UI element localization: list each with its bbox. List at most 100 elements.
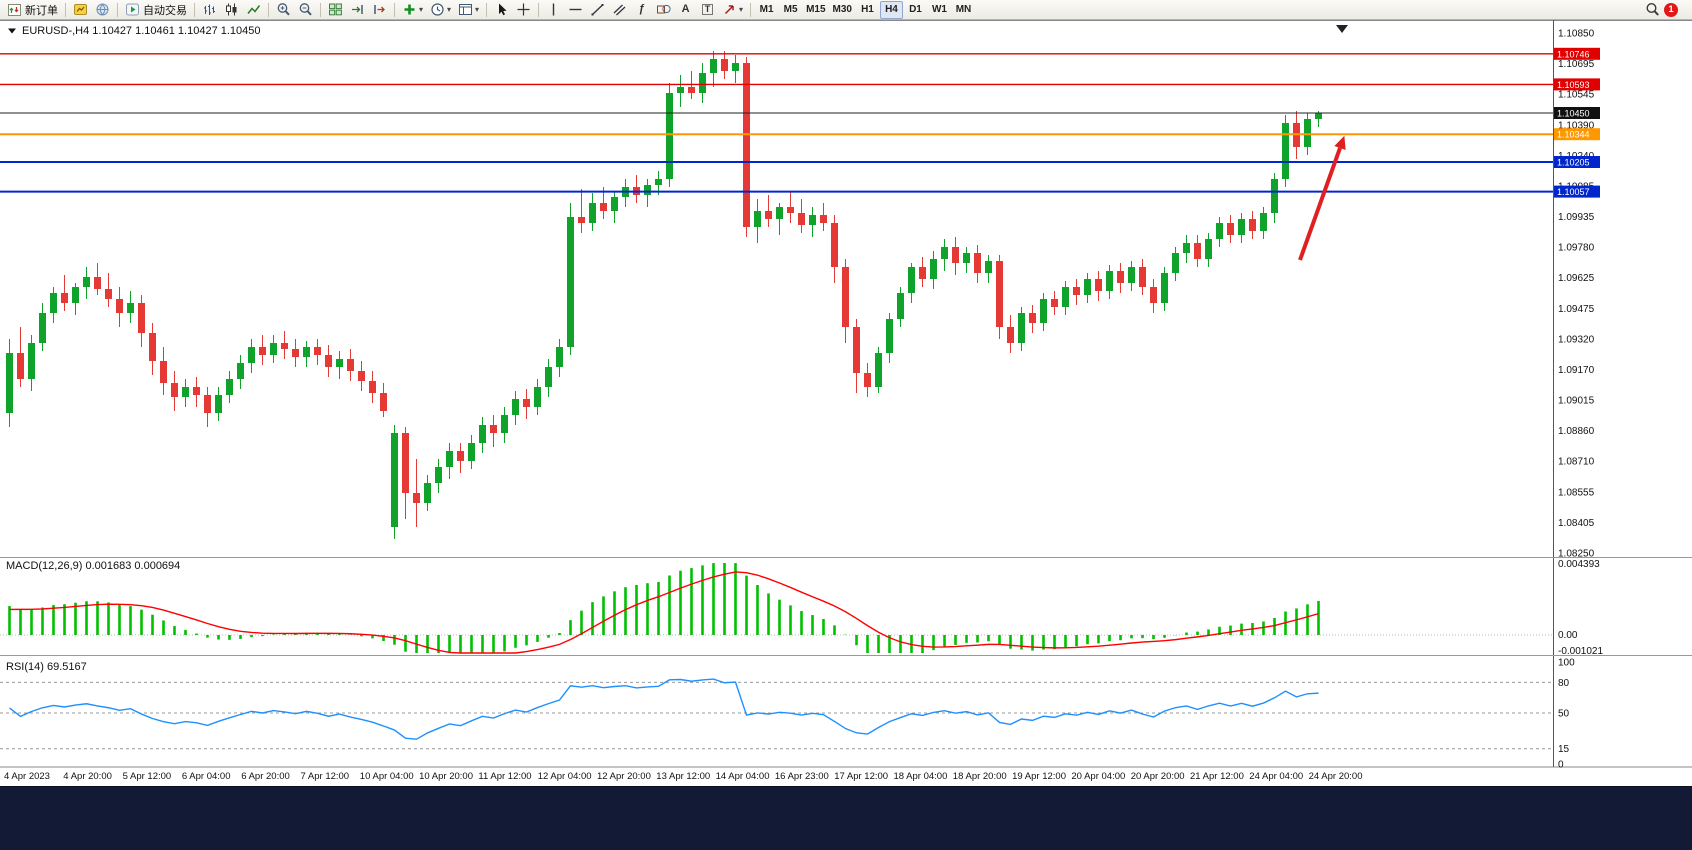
horizontal-line-tool-button[interactable] <box>565 1 586 19</box>
tile-windows-button[interactable] <box>325 1 346 19</box>
trend-arrow[interactable] <box>1298 135 1346 261</box>
trendline-tool-button[interactable] <box>587 1 608 19</box>
time-label: 17 Apr 12:00 <box>834 771 889 782</box>
horizontal-line-icon <box>569 8 582 11</box>
svg-text:1.10593: 1.10593 <box>1557 80 1590 90</box>
toolbar-separator <box>486 2 488 17</box>
timeframe-m30[interactable]: M30 <box>832 4 852 15</box>
svg-text:1.08250: 1.08250 <box>1558 549 1595 560</box>
fibonacci-tool-button[interactable]: ƒ <box>631 1 652 19</box>
candlestick-chart-button[interactable] <box>221 1 242 19</box>
time-label: 7 Apr 12:00 <box>300 771 350 782</box>
svg-text:1.10390: 1.10390 <box>1558 120 1595 131</box>
market-watch-button[interactable] <box>70 1 91 19</box>
one-click-trading-toggle[interactable] <box>8 28 16 34</box>
timeframe-m15[interactable]: M15 <box>806 4 826 15</box>
macd-histogram <box>8 563 1320 653</box>
terminal-panel <box>0 786 1692 850</box>
text-label-icon: T <box>701 4 714 15</box>
timeframe-group: M1 M5 M15 M30 H1 H4 D1 W1 MN <box>755 0 975 19</box>
time-label: 6 Apr 20:00 <box>241 771 290 782</box>
timeframe-d1[interactable]: D1 <box>909 4 922 15</box>
time-label: 20 Apr 04:00 <box>1071 771 1126 782</box>
chart-shift-button[interactable] <box>369 1 390 19</box>
svg-text:1.09780: 1.09780 <box>1558 243 1595 254</box>
time-label: 10 Apr 04:00 <box>359 771 414 782</box>
svg-text:1.10057: 1.10057 <box>1557 187 1590 197</box>
svg-text:1.09475: 1.09475 <box>1558 304 1595 315</box>
search-button[interactable] <box>1642 1 1663 19</box>
templates-button[interactable]: ▾ <box>455 1 482 19</box>
timeframe-w1[interactable]: W1 <box>931 4 947 15</box>
new-order-icon <box>8 3 21 16</box>
svg-text:1.09935: 1.09935 <box>1558 212 1595 223</box>
svg-text:1.10746: 1.10746 <box>1557 49 1590 59</box>
toolbar-separator <box>750 2 752 17</box>
rsi-line <box>9 678 1319 740</box>
shapes-tool-button[interactable] <box>653 1 674 19</box>
macd-signal-line <box>9 571 1319 654</box>
price-tag <box>1554 185 1600 198</box>
svg-text:0: 0 <box>1558 760 1564 769</box>
rsi-label: RSI(14) 69.5167 <box>6 661 87 673</box>
autotrading-icon <box>126 3 139 16</box>
price-chart[interactable]: 1.108501.106951.105451.103901.102401.100… <box>0 20 1692 768</box>
timeframe-h1[interactable]: H1 <box>861 4 874 15</box>
timeframe-mn[interactable]: MN <box>955 4 972 15</box>
svg-text:1.08860: 1.08860 <box>1558 426 1595 437</box>
autotrading-button[interactable]: 自动交易 <box>122 1 190 19</box>
toolbar-separator <box>117 2 118 17</box>
zoom-out-button[interactable] <box>295 1 316 19</box>
channel-tool-button[interactable] <box>609 1 630 19</box>
svg-text:1.10695: 1.10695 <box>1558 59 1595 70</box>
crosshair-icon <box>517 3 530 16</box>
time-label: 18 Apr 20:00 <box>952 771 1007 782</box>
crosshair-tool-button[interactable] <box>513 1 534 19</box>
notification-badge[interactable]: 1 <box>1664 2 1678 17</box>
arrows-tool-button[interactable]: ▾ <box>719 1 746 19</box>
navigator-button[interactable] <box>92 1 113 19</box>
new-order-button[interactable]: 新订单 <box>4 1 61 19</box>
fibonacci-icon: ƒ <box>638 3 645 15</box>
text-tool-button[interactable]: A <box>675 1 696 19</box>
periods-button[interactable]: ▾ <box>427 1 454 19</box>
time-label: 13 Apr 12:00 <box>656 771 711 782</box>
time-axis: 4 Apr 2023 4 Apr 20:00 5 Apr 12:00 6 Apr 04… <box>0 768 1692 786</box>
bar-chart-icon <box>204 4 215 15</box>
line-chart-button[interactable] <box>243 1 264 19</box>
svg-text:1.10344: 1.10344 <box>1557 130 1590 140</box>
indicators-button[interactable]: ▾ <box>399 1 426 19</box>
timeframe-m1[interactable]: M1 <box>759 4 774 15</box>
zoom-in-button[interactable] <box>273 1 294 19</box>
bar-chart-button[interactable] <box>199 1 220 19</box>
time-label: 16 Apr 23:00 <box>774 771 829 782</box>
timeframe-m5[interactable]: M5 <box>783 4 798 15</box>
macd-label: MACD(12,26,9) 0.001683 0.000694 <box>6 560 180 572</box>
chevron-down-icon: ▾ <box>739 5 744 14</box>
search-icon <box>1646 2 1659 16</box>
label-tool-button[interactable]: T <box>697 1 718 19</box>
auto-scroll-button[interactable] <box>347 1 368 19</box>
time-label: 20 Apr 20:00 <box>1130 771 1185 782</box>
candlestick-chart-icon <box>226 3 237 16</box>
chevron-down-icon: ▾ <box>447 5 452 14</box>
zoom-in-icon <box>277 3 290 16</box>
time-label: 12 Apr 04:00 <box>537 771 592 782</box>
time-label: 4 Apr 20:00 <box>63 771 112 782</box>
horizontal-lines: 1.10746 1.10593 1.10344 1.10205 1.10057 <box>0 47 1600 198</box>
chevron-down-icon: ▾ <box>475 5 480 14</box>
time-label: 14 Apr 04:00 <box>715 771 770 782</box>
chart-shift-marker[interactable] <box>1336 25 1348 33</box>
market-watch-icon <box>74 4 87 15</box>
svg-text:1.09015: 1.09015 <box>1558 396 1595 407</box>
cursor-tool-button[interactable] <box>491 1 512 19</box>
svg-text:1.08710: 1.08710 <box>1558 457 1595 468</box>
toolbar-separator <box>394 2 395 17</box>
timeframe-h4[interactable]: H4 <box>879 0 903 19</box>
vertical-line-tool-button[interactable] <box>543 1 564 19</box>
svg-text:1.08405: 1.08405 <box>1558 518 1595 529</box>
svg-text:1.09170: 1.09170 <box>1558 365 1595 376</box>
svg-text:1.10205: 1.10205 <box>1557 158 1590 168</box>
text-icon: A <box>681 3 690 15</box>
